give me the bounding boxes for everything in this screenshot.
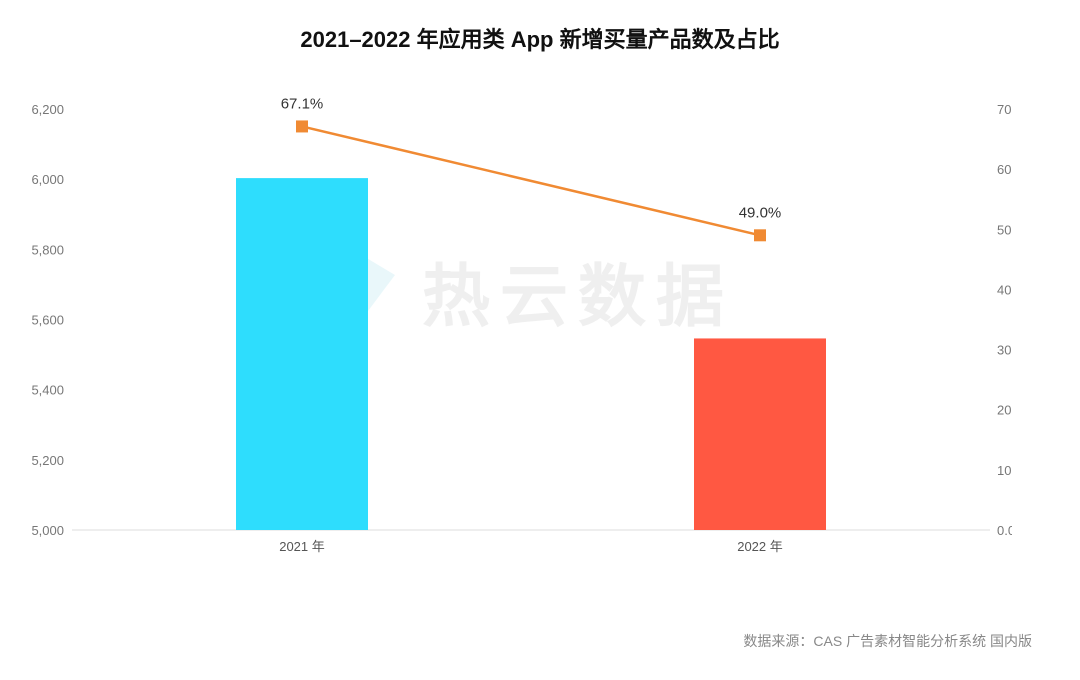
data-label: 67.1%: [281, 95, 324, 112]
left-tick-label: 6,000: [31, 172, 64, 187]
right-tick-label: 40.0%: [997, 282, 1034, 297]
line-marker: [754, 229, 766, 242]
left-tick-label: 5,600: [31, 313, 64, 328]
chart-title: 2021–2022 年应用类 App 新增买量产品数及占比: [300, 27, 780, 52]
x-tick-label: 2022 年: [737, 539, 783, 554]
right-tick-label: 60.0%: [997, 162, 1034, 177]
right-tick-label: 0.0%: [997, 523, 1027, 538]
x-tick-label: 2021 年: [279, 539, 325, 554]
right-tick-label: 70.0%: [997, 102, 1034, 117]
left-tick-label: 5,400: [31, 383, 64, 398]
percent-line: [301, 125, 761, 237]
right-tick-label: 30.0%: [997, 343, 1034, 358]
data-label: 49.0%: [739, 204, 782, 221]
right-tick-label: 20.0%: [997, 403, 1034, 418]
left-tick-label: 6,200: [31, 102, 64, 117]
right-tick-label: 10.0%: [997, 463, 1034, 478]
data-source-note: 数据来源：CAS 广告素材智能分析系统 国内版: [743, 633, 1032, 649]
left-tick-label: 5,000: [31, 523, 64, 538]
line-marker: [296, 120, 308, 133]
left-tick-label: 5,200: [31, 453, 64, 468]
right-tick-label: 50.0%: [997, 222, 1034, 237]
left-tick-label: 5,800: [31, 242, 64, 257]
bar-2: [694, 338, 826, 530]
bar-1: [236, 178, 368, 530]
